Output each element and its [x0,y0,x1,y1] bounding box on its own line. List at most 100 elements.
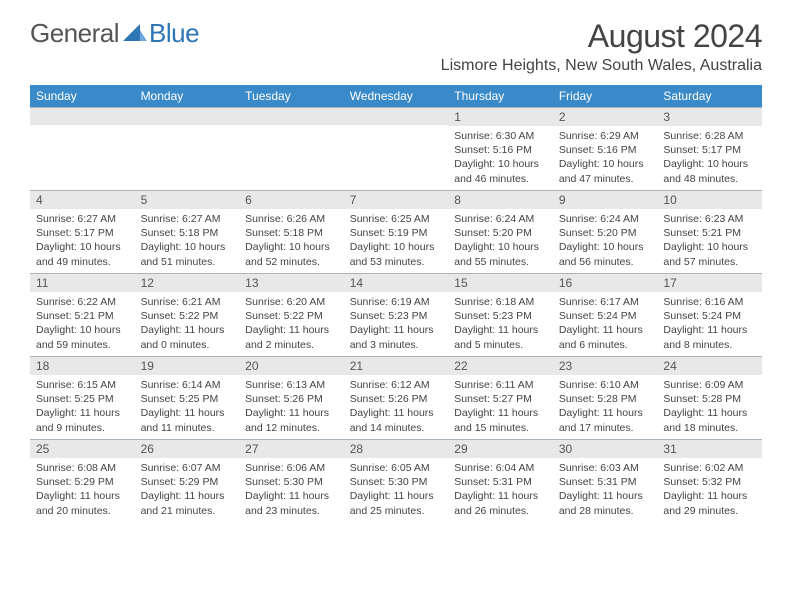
day-number: 8 [448,191,553,209]
day-content: Sunrise: 6:07 AMSunset: 5:29 PMDaylight:… [135,458,240,522]
sunrise-text: Sunrise: 6:17 AM [559,295,652,309]
page-header: General Blue August 2024 Lismore Heights… [30,18,762,75]
week-row: 18Sunrise: 6:15 AMSunset: 5:25 PMDayligh… [30,356,762,439]
day-cell [135,108,240,190]
day-number: 17 [657,274,762,292]
weekday-header: Saturday [657,85,762,107]
day-number: 16 [553,274,658,292]
sunset-text: Sunset: 5:30 PM [245,475,338,489]
day-content: Sunrise: 6:22 AMSunset: 5:21 PMDaylight:… [30,292,135,356]
sunset-text: Sunset: 5:24 PM [663,309,756,323]
day-content: Sunrise: 6:09 AMSunset: 5:28 PMDaylight:… [657,375,762,439]
sunset-text: Sunset: 5:25 PM [36,392,129,406]
day-number: 24 [657,357,762,375]
calendar-grid: Sunday Monday Tuesday Wednesday Thursday… [30,85,762,522]
logo-word-1: General [30,18,119,49]
day-cell: 29Sunrise: 6:04 AMSunset: 5:31 PMDayligh… [448,440,553,522]
daylight-text: Daylight: 11 hours and 28 minutes. [559,489,652,517]
day-content: Sunrise: 6:08 AMSunset: 5:29 PMDaylight:… [30,458,135,522]
sunset-text: Sunset: 5:29 PM [141,475,234,489]
day-cell: 27Sunrise: 6:06 AMSunset: 5:30 PMDayligh… [239,440,344,522]
day-cell: 10Sunrise: 6:23 AMSunset: 5:21 PMDayligh… [657,191,762,273]
sunrise-text: Sunrise: 6:05 AM [350,461,443,475]
sunset-text: Sunset: 5:22 PM [245,309,338,323]
day-cell: 2Sunrise: 6:29 AMSunset: 5:16 PMDaylight… [553,108,658,190]
daylight-text: Daylight: 11 hours and 25 minutes. [350,489,443,517]
daylight-text: Daylight: 11 hours and 12 minutes. [245,406,338,434]
sunset-text: Sunset: 5:22 PM [141,309,234,323]
day-content: Sunrise: 6:30 AMSunset: 5:16 PMDaylight:… [448,126,553,190]
day-content: Sunrise: 6:18 AMSunset: 5:23 PMDaylight:… [448,292,553,356]
logo-triangle-icon [123,18,147,49]
calendar-page: General Blue August 2024 Lismore Heights… [0,0,792,542]
day-cell: 28Sunrise: 6:05 AMSunset: 5:30 PMDayligh… [344,440,449,522]
day-content: Sunrise: 6:13 AMSunset: 5:26 PMDaylight:… [239,375,344,439]
day-number: 15 [448,274,553,292]
day-content: Sunrise: 6:15 AMSunset: 5:25 PMDaylight:… [30,375,135,439]
sunrise-text: Sunrise: 6:22 AM [36,295,129,309]
sunset-text: Sunset: 5:18 PM [245,226,338,240]
day-cell: 26Sunrise: 6:07 AMSunset: 5:29 PMDayligh… [135,440,240,522]
daylight-text: Daylight: 11 hours and 3 minutes. [350,323,443,351]
sunset-text: Sunset: 5:26 PM [245,392,338,406]
day-number: 14 [344,274,449,292]
day-cell: 24Sunrise: 6:09 AMSunset: 5:28 PMDayligh… [657,357,762,439]
day-cell: 31Sunrise: 6:02 AMSunset: 5:32 PMDayligh… [657,440,762,522]
day-content: Sunrise: 6:24 AMSunset: 5:20 PMDaylight:… [553,209,658,273]
sunset-text: Sunset: 5:26 PM [350,392,443,406]
sunset-text: Sunset: 5:24 PM [559,309,652,323]
month-title: August 2024 [441,18,762,55]
day-number: 5 [135,191,240,209]
day-number: 29 [448,440,553,458]
sunset-text: Sunset: 5:20 PM [559,226,652,240]
daylight-text: Daylight: 11 hours and 26 minutes. [454,489,547,517]
day-content: Sunrise: 6:02 AMSunset: 5:32 PMDaylight:… [657,458,762,522]
sunset-text: Sunset: 5:30 PM [350,475,443,489]
sunset-text: Sunset: 5:16 PM [559,143,652,157]
day-cell: 23Sunrise: 6:10 AMSunset: 5:28 PMDayligh… [553,357,658,439]
sunset-text: Sunset: 5:31 PM [454,475,547,489]
sunset-text: Sunset: 5:17 PM [663,143,756,157]
day-content: Sunrise: 6:24 AMSunset: 5:20 PMDaylight:… [448,209,553,273]
day-number [239,108,344,125]
day-number: 27 [239,440,344,458]
weekday-header: Thursday [448,85,553,107]
daylight-text: Daylight: 11 hours and 9 minutes. [36,406,129,434]
daylight-text: Daylight: 11 hours and 0 minutes. [141,323,234,351]
day-number: 25 [30,440,135,458]
day-cell: 25Sunrise: 6:08 AMSunset: 5:29 PMDayligh… [30,440,135,522]
day-content: Sunrise: 6:16 AMSunset: 5:24 PMDaylight:… [657,292,762,356]
day-cell: 17Sunrise: 6:16 AMSunset: 5:24 PMDayligh… [657,274,762,356]
daylight-text: Daylight: 10 hours and 51 minutes. [141,240,234,268]
daylight-text: Daylight: 11 hours and 15 minutes. [454,406,547,434]
daylight-text: Daylight: 10 hours and 56 minutes. [559,240,652,268]
sunrise-text: Sunrise: 6:14 AM [141,378,234,392]
weekday-header-row: Sunday Monday Tuesday Wednesday Thursday… [30,85,762,107]
daylight-text: Daylight: 10 hours and 55 minutes. [454,240,547,268]
day-number: 31 [657,440,762,458]
sunrise-text: Sunrise: 6:19 AM [350,295,443,309]
sunrise-text: Sunrise: 6:15 AM [36,378,129,392]
weekday-header: Friday [553,85,658,107]
day-content: Sunrise: 6:17 AMSunset: 5:24 PMDaylight:… [553,292,658,356]
sunset-text: Sunset: 5:16 PM [454,143,547,157]
sunrise-text: Sunrise: 6:03 AM [559,461,652,475]
sunrise-text: Sunrise: 6:12 AM [350,378,443,392]
day-cell: 8Sunrise: 6:24 AMSunset: 5:20 PMDaylight… [448,191,553,273]
week-row: 1Sunrise: 6:30 AMSunset: 5:16 PMDaylight… [30,107,762,190]
day-content: Sunrise: 6:11 AMSunset: 5:27 PMDaylight:… [448,375,553,439]
week-row: 11Sunrise: 6:22 AMSunset: 5:21 PMDayligh… [30,273,762,356]
day-cell: 7Sunrise: 6:25 AMSunset: 5:19 PMDaylight… [344,191,449,273]
daylight-text: Daylight: 11 hours and 20 minutes. [36,489,129,517]
daylight-text: Daylight: 10 hours and 53 minutes. [350,240,443,268]
day-number: 13 [239,274,344,292]
day-number: 3 [657,108,762,126]
day-content: Sunrise: 6:10 AMSunset: 5:28 PMDaylight:… [553,375,658,439]
daylight-text: Daylight: 11 hours and 23 minutes. [245,489,338,517]
day-number: 19 [135,357,240,375]
day-cell [239,108,344,190]
day-number: 18 [30,357,135,375]
logo-word-2: Blue [149,18,199,49]
sunset-text: Sunset: 5:19 PM [350,226,443,240]
sunrise-text: Sunrise: 6:08 AM [36,461,129,475]
